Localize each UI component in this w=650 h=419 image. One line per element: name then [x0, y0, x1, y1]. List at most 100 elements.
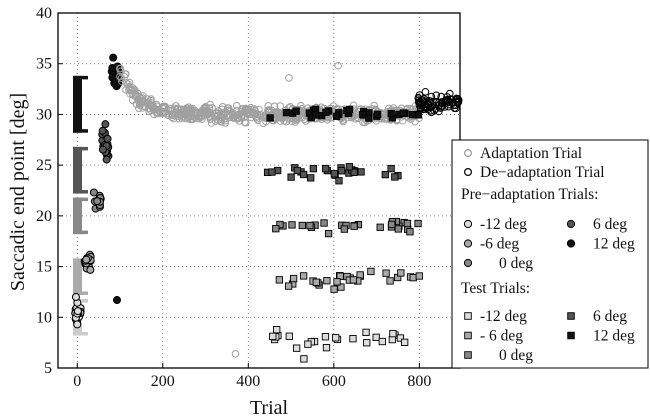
test-trial-point — [340, 225, 348, 233]
test-trial-point — [359, 111, 367, 119]
test-trial-point — [311, 111, 320, 119]
test-trial-point — [378, 337, 386, 346]
pre-adaptation-point — [113, 296, 122, 305]
adaptation-point — [117, 67, 125, 76]
adaptation-point — [254, 116, 262, 124]
x-tick-label: 800 — [407, 373, 431, 390]
deadaptation-point — [425, 96, 433, 105]
test-trial-point — [330, 170, 339, 178]
test-trial-point — [304, 340, 312, 348]
test-trial-point — [387, 109, 395, 118]
test-trial-point — [287, 173, 295, 181]
test-trial-point — [300, 355, 308, 363]
x-tick-label: 200 — [151, 373, 175, 390]
test-trial-point — [372, 333, 380, 341]
deadaptation-point — [422, 103, 431, 112]
target-bar — [73, 258, 88, 295]
pre-adaptation-point — [86, 265, 95, 274]
test-trial-point — [406, 228, 414, 236]
deadaptation-point — [427, 108, 436, 117]
target-bar-top — [73, 146, 88, 151]
test-trial-point — [332, 112, 341, 120]
test-trial-point — [292, 344, 301, 352]
pre-adaptation-point — [93, 197, 102, 206]
adaptation-point — [233, 106, 241, 115]
adaptation-point — [211, 113, 219, 121]
test-trial-point — [298, 221, 306, 230]
y-tick-label: 40 — [36, 5, 52, 22]
target-bar — [73, 197, 88, 235]
adaptation-point — [288, 117, 296, 125]
adaptation-point — [135, 104, 143, 113]
test-trial-point — [312, 278, 320, 286]
test-trial-point — [285, 332, 293, 340]
target-bar-bottom — [73, 190, 88, 194]
adaptation-point — [228, 113, 237, 121]
test-trial-point — [381, 170, 389, 179]
test-trial-point — [387, 220, 396, 229]
test-trial-point — [322, 343, 331, 352]
adaptation-point — [230, 114, 238, 122]
adaptation-point — [212, 109, 221, 118]
test-trial-point — [382, 269, 390, 277]
adaptation-point — [349, 101, 358, 110]
test-trial-point — [386, 277, 394, 285]
adaptation-point — [165, 110, 173, 118]
test-trial-point — [292, 107, 300, 115]
y-tick-label: 15 — [36, 259, 52, 276]
legend-marker — [463, 219, 473, 229]
legend-pre-items: -12 deg 6 deg -6 deg 12 deg 0 deg — [463, 216, 635, 272]
legend-marker — [463, 239, 473, 248]
adaptation-point — [272, 108, 281, 116]
legend-marker — [566, 239, 576, 248]
test-trial-point — [349, 276, 358, 284]
adaptation-point — [232, 101, 241, 110]
x-tick-label: 0 — [73, 373, 81, 390]
test-trial-point — [389, 329, 397, 338]
y-tick-label: 35 — [36, 56, 52, 73]
test-trial-point — [345, 163, 354, 171]
test-trial-point — [394, 225, 402, 233]
adaptation-point — [169, 114, 178, 123]
test-trial-point — [320, 219, 328, 227]
pre-adaptation-point — [71, 293, 80, 301]
pre-adaptation-point — [103, 134, 112, 143]
test-trial-point — [288, 221, 296, 229]
target-bar-bottom — [73, 230, 88, 235]
adaptation-point — [237, 107, 246, 116]
adaptation-point — [155, 107, 164, 115]
legend-box — [451, 139, 649, 369]
legend-test-title: Test Trials: — [461, 280, 530, 297]
test-trial-point — [330, 285, 338, 293]
legend-label-deadaptation: De−adaptation Trial — [480, 164, 605, 181]
legend-marker-deadaptation — [464, 168, 473, 177]
adaptation-point — [179, 107, 187, 115]
deadaptation-point — [441, 96, 450, 105]
adaptation-point — [359, 118, 367, 126]
adaptation-point — [216, 117, 225, 126]
test-trial-point — [332, 334, 340, 342]
test-trial-point — [268, 168, 276, 176]
deadaptation-point — [426, 98, 435, 107]
adaptation-point — [160, 103, 169, 111]
test-trial-point — [367, 267, 375, 276]
adaptation-point — [130, 87, 139, 96]
test-trial-point — [362, 328, 370, 337]
legend-marker — [567, 312, 575, 320]
adaptation-point — [285, 74, 293, 82]
test-trial-point — [391, 173, 399, 181]
adaptation-point — [128, 86, 137, 94]
pre-adaptation-point — [98, 126, 107, 135]
test-trial-point — [266, 114, 274, 122]
adaptation-point — [323, 116, 332, 124]
test-trial-point — [365, 114, 373, 122]
adaptation-point — [200, 110, 209, 118]
legend-marker — [464, 331, 472, 340]
y-tick-label: 30 — [36, 106, 52, 123]
deadaptation-point — [453, 99, 462, 107]
test-trial-point — [408, 111, 417, 119]
adaptation-point — [146, 100, 154, 109]
x-tick-label: 600 — [322, 373, 346, 390]
adaptation-point — [231, 350, 240, 358]
